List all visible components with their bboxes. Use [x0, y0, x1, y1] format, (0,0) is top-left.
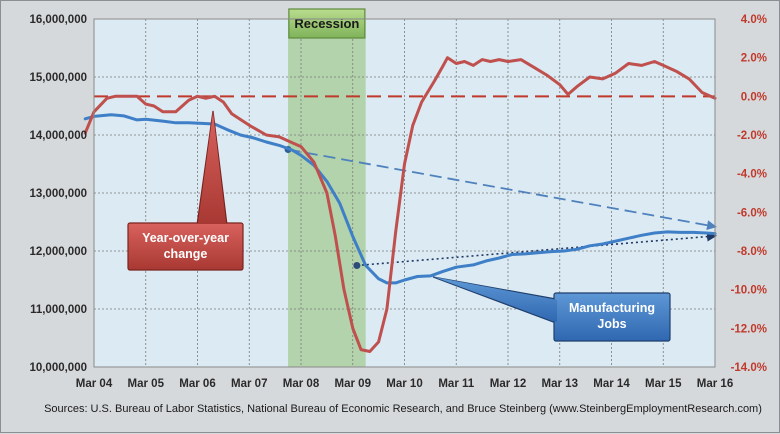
x-tick-label: Mar 12	[490, 378, 526, 390]
y-right-tick-label: 0.0%	[741, 91, 767, 103]
x-tick-label: Mar 14	[593, 378, 630, 390]
x-tick-label: Mar 15	[645, 378, 682, 390]
recession-label-text: Recession	[294, 16, 359, 31]
y-right-tick-label: -12.0%	[731, 323, 767, 335]
y-right-tick-label: -4.0%	[737, 169, 767, 181]
series-line-manufacturing-jobs	[83, 113, 717, 285]
y-right-tick-label: -6.0%	[737, 207, 767, 219]
callout-jobs-label-line: Manufacturing	[569, 301, 655, 315]
callout-jobs-label-line: Jobs	[597, 317, 626, 331]
y-right-tick-label: -2.0%	[737, 130, 767, 142]
callout-yoy-label-line: Year-over-year	[142, 231, 229, 245]
y-right-tick-label: 4.0%	[741, 14, 767, 26]
y-left-tick-label: 14,000,000	[29, 130, 87, 142]
source-note: Sources: U.S. Bureau of Labor Statistics…	[44, 403, 762, 415]
x-tick-label: Mar 10	[386, 378, 422, 390]
callout-manufacturing-jobs: Manufacturing Jobs	[432, 276, 671, 342]
y-left-tick-label: 11,000,000	[30, 304, 87, 316]
x-tick-label: Mar 07	[231, 378, 267, 390]
recession-label: Recession	[288, 8, 366, 39]
y-right-tick-label: -14.0%	[731, 362, 767, 374]
x-tick-label: Mar 09	[335, 378, 371, 390]
x-tick-label: Mar 05	[128, 378, 165, 390]
y-left-tick-label: 13,000,000	[29, 188, 87, 200]
plot-border	[93, 18, 716, 368]
trend-line-dashed	[287, 148, 717, 231]
series-line-yoy-change	[83, 56, 717, 353]
y-left-tick-label: 15,000,000	[29, 72, 87, 84]
y-right-tick-label: 2.0%	[741, 53, 767, 65]
x-tick-label: Mar 13	[542, 378, 578, 390]
callout-yoy-label-line: change	[164, 247, 208, 261]
x-tick-label: Mar 06	[179, 378, 215, 390]
y-right-tick-label: -8.0%	[737, 246, 767, 258]
x-tick-label: Mar 16	[697, 378, 733, 390]
x-tick-label: Mar 04	[76, 378, 113, 390]
y-left-tick-label: 10,000,000	[29, 362, 87, 374]
x-tick-label: Mar 11	[438, 378, 474, 390]
y-left-tick-label: 12,000,000	[29, 246, 87, 258]
x-tick-label: Mar 08	[283, 378, 320, 390]
trend-start-marker	[353, 262, 361, 269]
callout-year-over-year: Year-over-year change	[127, 110, 244, 271]
y-right-tick-label: -10.0%	[731, 285, 767, 297]
y-left-tick-label: 16,000,000	[29, 14, 87, 26]
